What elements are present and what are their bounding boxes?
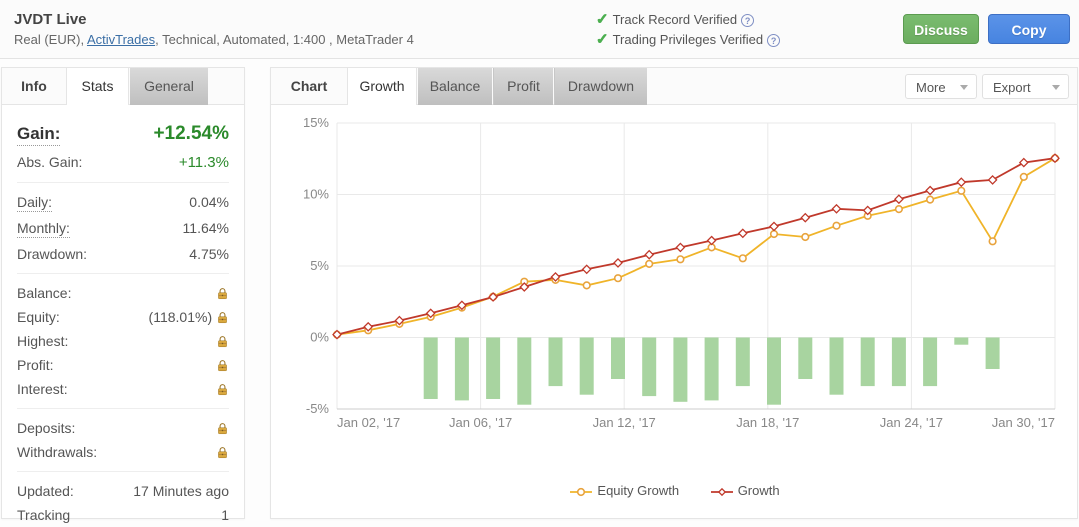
svg-text:Jan 06, '17: Jan 06, '17 [449,415,512,430]
svg-text:10%: 10% [303,187,329,202]
svg-text:-5%: -5% [306,401,330,416]
svg-text:Jan 18, '17: Jan 18, '17 [736,415,799,430]
svg-text:Jan 12, '17: Jan 12, '17 [593,415,656,430]
svg-text:0%: 0% [310,330,329,345]
svg-text:5%: 5% [310,258,329,273]
svg-text:Jan 24, '17: Jan 24, '17 [880,415,943,430]
svg-text:Jan 02, '17: Jan 02, '17 [337,415,400,430]
svg-text:Jan 30, '17: Jan 30, '17 [992,415,1055,430]
svg-text:15%: 15% [303,115,329,130]
